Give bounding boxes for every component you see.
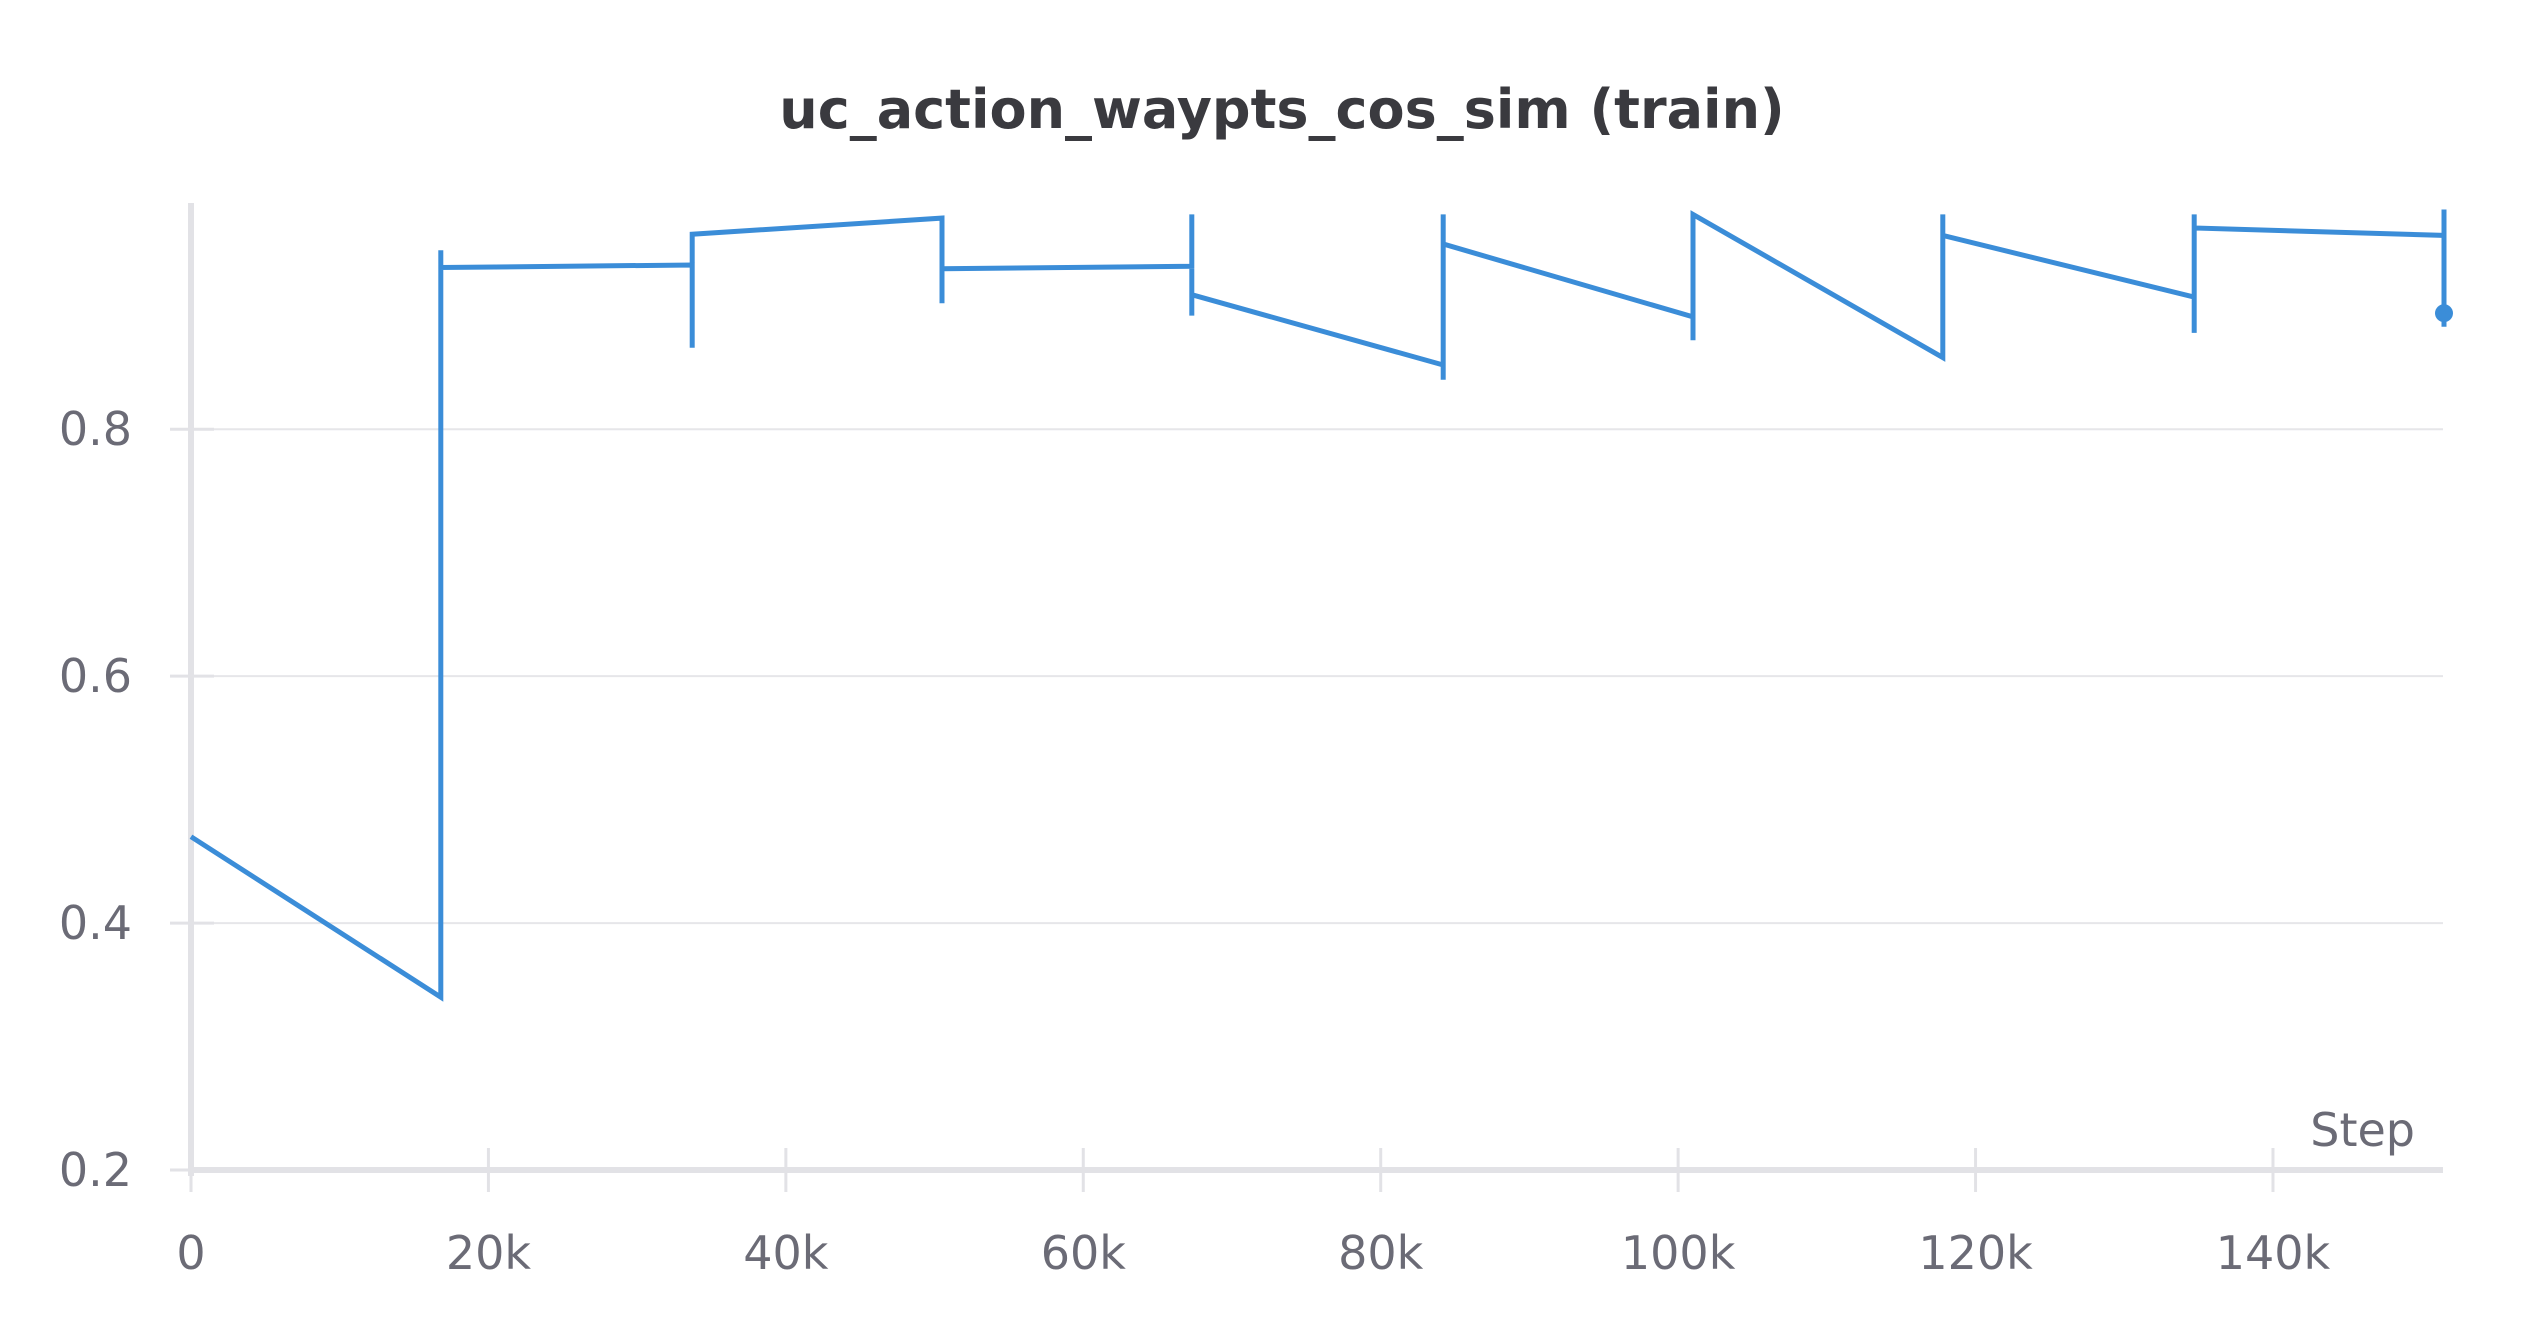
- x-tick-layer: 0 20k 40k 60k 80k 100k 120k 140k: [176, 1148, 2331, 1280]
- x-tick-label: 100k: [1621, 1226, 1736, 1280]
- chart-title: uc_action_waypts_cos_sim (train): [779, 78, 1784, 141]
- x-tick-label: 20k: [446, 1226, 532, 1280]
- y-tick-label: 0.2: [59, 1143, 132, 1197]
- y-tick-layer: 0.2 0.4 0.6 0.8: [59, 402, 214, 1197]
- x-axis-title: Step: [2310, 1103, 2415, 1157]
- x-tick-label: 0: [176, 1226, 205, 1280]
- x-tick-label: 140k: [2216, 1226, 2331, 1280]
- series-layer: [189, 209, 2453, 1002]
- series-endpoint: [2435, 304, 2453, 323]
- series-line: [189, 209, 2447, 1002]
- grid-layer: [191, 428, 2443, 925]
- y-tick-label: 0.6: [59, 649, 132, 703]
- axis-layer: [188, 203, 2443, 1176]
- x-tick-label: 120k: [1918, 1226, 2033, 1280]
- x-tick-label: 60k: [1041, 1226, 1127, 1280]
- x-tick-label: 40k: [743, 1226, 829, 1280]
- y-tick-label: 0.4: [59, 896, 132, 950]
- x-tick-label: 80k: [1338, 1226, 1424, 1280]
- y-tick-label: 0.8: [59, 402, 132, 456]
